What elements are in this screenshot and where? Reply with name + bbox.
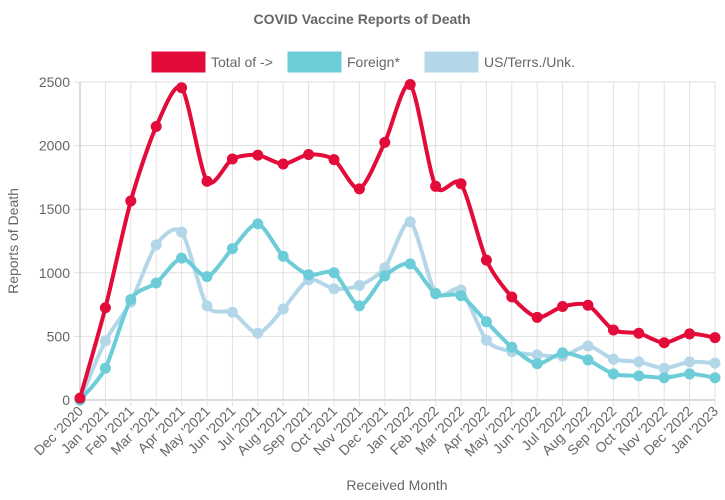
data-point[interactable] [582, 299, 594, 311]
series-group [74, 79, 721, 406]
data-point[interactable] [633, 327, 645, 339]
data-point[interactable] [353, 183, 365, 195]
data-point[interactable] [404, 79, 416, 91]
data-point[interactable] [531, 311, 543, 323]
data-point[interactable] [74, 392, 86, 404]
data-point[interactable] [99, 302, 111, 314]
data-point[interactable] [176, 82, 188, 94]
legend: Total of -> Foreign* US/Terrs./Unk. [151, 51, 575, 73]
data-point[interactable] [226, 153, 238, 165]
legend-item[interactable]: Foreign* [287, 51, 400, 73]
legend-label: US/Terrs./Unk. [484, 54, 575, 70]
data-point[interactable] [125, 195, 137, 207]
legend-item[interactable]: US/Terrs./Unk. [424, 51, 575, 73]
data-point[interactable] [480, 316, 492, 328]
data-point[interactable] [303, 269, 315, 281]
data-point[interactable] [531, 358, 543, 370]
legend-swatch [424, 51, 479, 73]
data-point[interactable] [201, 175, 213, 187]
data-point[interactable] [709, 372, 721, 384]
data-point[interactable] [607, 368, 619, 380]
data-point[interactable] [633, 356, 645, 368]
data-point[interactable] [328, 283, 340, 295]
data-point[interactable] [430, 180, 442, 192]
data-point[interactable] [658, 337, 670, 349]
data-point[interactable] [201, 300, 213, 312]
data-point[interactable] [201, 271, 213, 283]
series-0 [74, 79, 721, 404]
data-point[interactable] [277, 158, 289, 170]
data-point[interactable] [480, 334, 492, 346]
data-point[interactable] [582, 340, 594, 352]
y-axis-ticks: 0 500 1000 1500 2000 2500 [39, 74, 70, 408]
legend-item[interactable]: Total of -> [151, 51, 273, 73]
data-point[interactable] [684, 368, 696, 380]
data-point[interactable] [607, 353, 619, 365]
data-point[interactable] [303, 149, 315, 161]
data-point[interactable] [125, 294, 137, 306]
data-point[interactable] [557, 301, 569, 313]
legend-label: Total of -> [211, 54, 273, 70]
data-point[interactable] [99, 335, 111, 347]
y-tick-label: 2000 [39, 138, 70, 154]
data-point[interactable] [404, 216, 416, 228]
data-point[interactable] [353, 300, 365, 312]
y-tick-label: 1000 [39, 265, 70, 281]
data-point[interactable] [150, 277, 162, 289]
data-point[interactable] [684, 356, 696, 368]
y-tick-label: 500 [47, 328, 71, 344]
data-point[interactable] [455, 290, 467, 302]
data-point[interactable] [531, 349, 543, 361]
data-point[interactable] [430, 288, 442, 300]
data-point[interactable] [506, 291, 518, 303]
data-point[interactable] [709, 332, 721, 344]
data-point[interactable] [176, 226, 188, 238]
legend-label: Foreign* [347, 54, 400, 70]
legend-swatch [151, 51, 206, 73]
series-1 [74, 218, 721, 406]
chart-title: COVID Vaccine Reports of Death [253, 11, 470, 27]
data-point[interactable] [328, 267, 340, 279]
data-point[interactable] [404, 258, 416, 270]
data-point[interactable] [658, 372, 670, 384]
data-point[interactable] [582, 354, 594, 366]
y-axis-label: Reports of Death [5, 188, 21, 294]
data-point[interactable] [607, 324, 619, 336]
data-point[interactable] [455, 178, 467, 190]
data-point[interactable] [226, 306, 238, 318]
y-tick-label: 2500 [39, 74, 70, 90]
data-point[interactable] [506, 341, 518, 353]
x-axis-label: Received Month [346, 477, 447, 493]
data-point[interactable] [557, 347, 569, 359]
data-point[interactable] [353, 280, 365, 292]
y-tick-label: 0 [62, 392, 70, 408]
data-point[interactable] [252, 218, 264, 230]
legend-swatch [287, 51, 342, 73]
data-point[interactable] [99, 362, 111, 374]
data-point[interactable] [252, 149, 264, 161]
data-point[interactable] [633, 370, 645, 382]
data-point[interactable] [226, 243, 238, 255]
data-point[interactable] [379, 136, 391, 148]
series-line [78, 221, 716, 402]
data-point[interactable] [658, 362, 670, 374]
data-point[interactable] [252, 327, 264, 339]
data-point[interactable] [379, 270, 391, 282]
data-point[interactable] [328, 154, 340, 166]
data-point[interactable] [684, 328, 696, 340]
data-point[interactable] [379, 262, 391, 274]
data-point[interactable] [709, 357, 721, 369]
data-point[interactable] [150, 239, 162, 251]
data-point[interactable] [176, 252, 188, 264]
y-tick-label: 1500 [39, 201, 70, 217]
data-point[interactable] [277, 303, 289, 315]
data-point[interactable] [277, 250, 289, 262]
data-point[interactable] [150, 121, 162, 133]
data-point[interactable] [480, 254, 492, 266]
